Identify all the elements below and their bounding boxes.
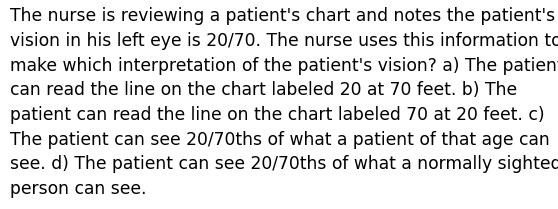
Text: patient can read the line on the chart labeled 70 at 20 feet. c): patient can read the line on the chart l… <box>10 106 545 124</box>
Text: see. d) The patient can see 20/70ths of what a normally sighted: see. d) The patient can see 20/70ths of … <box>10 155 558 173</box>
Text: The nurse is reviewing a patient's chart and notes the patient's: The nurse is reviewing a patient's chart… <box>10 7 555 25</box>
Text: The patient can see 20/70ths of what a patient of that age can: The patient can see 20/70ths of what a p… <box>10 131 550 149</box>
Text: can read the line on the chart labeled 20 at 70 feet. b) The: can read the line on the chart labeled 2… <box>10 81 517 99</box>
Text: person can see.: person can see. <box>10 180 147 198</box>
Text: vision in his left eye is 20/70. The nurse uses this information to: vision in his left eye is 20/70. The nur… <box>10 32 558 50</box>
Text: make which interpretation of the patient's vision? a) The patient: make which interpretation of the patient… <box>10 57 558 75</box>
